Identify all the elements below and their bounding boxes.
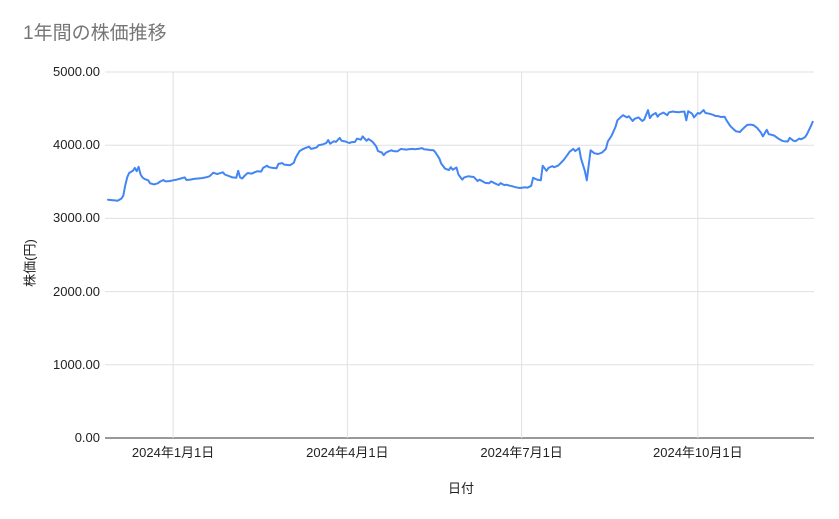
x-tick-label: 2024年1月1日 xyxy=(131,445,215,460)
y-tick-label: 4000.00 xyxy=(53,137,100,153)
stock-price-line-series xyxy=(107,109,814,202)
x-tick-label: 2024年7月1日 xyxy=(480,445,563,460)
y-tick-label: 3000.00 xyxy=(53,210,100,226)
x-tick-label: 2024年10月1日 xyxy=(653,445,743,460)
y-tick-label: 1000.00 xyxy=(53,356,100,372)
y-tick-label: 0.00 xyxy=(74,430,100,445)
y-tick-label: 2000.00 xyxy=(53,283,100,299)
x-axis-title: 日付 xyxy=(447,481,474,496)
x-tick-label: 2024年4月1日 xyxy=(306,445,389,460)
y-tick-label: 5000.00 xyxy=(53,64,100,79)
chart-title: 1年間の株価推移 xyxy=(23,23,167,44)
